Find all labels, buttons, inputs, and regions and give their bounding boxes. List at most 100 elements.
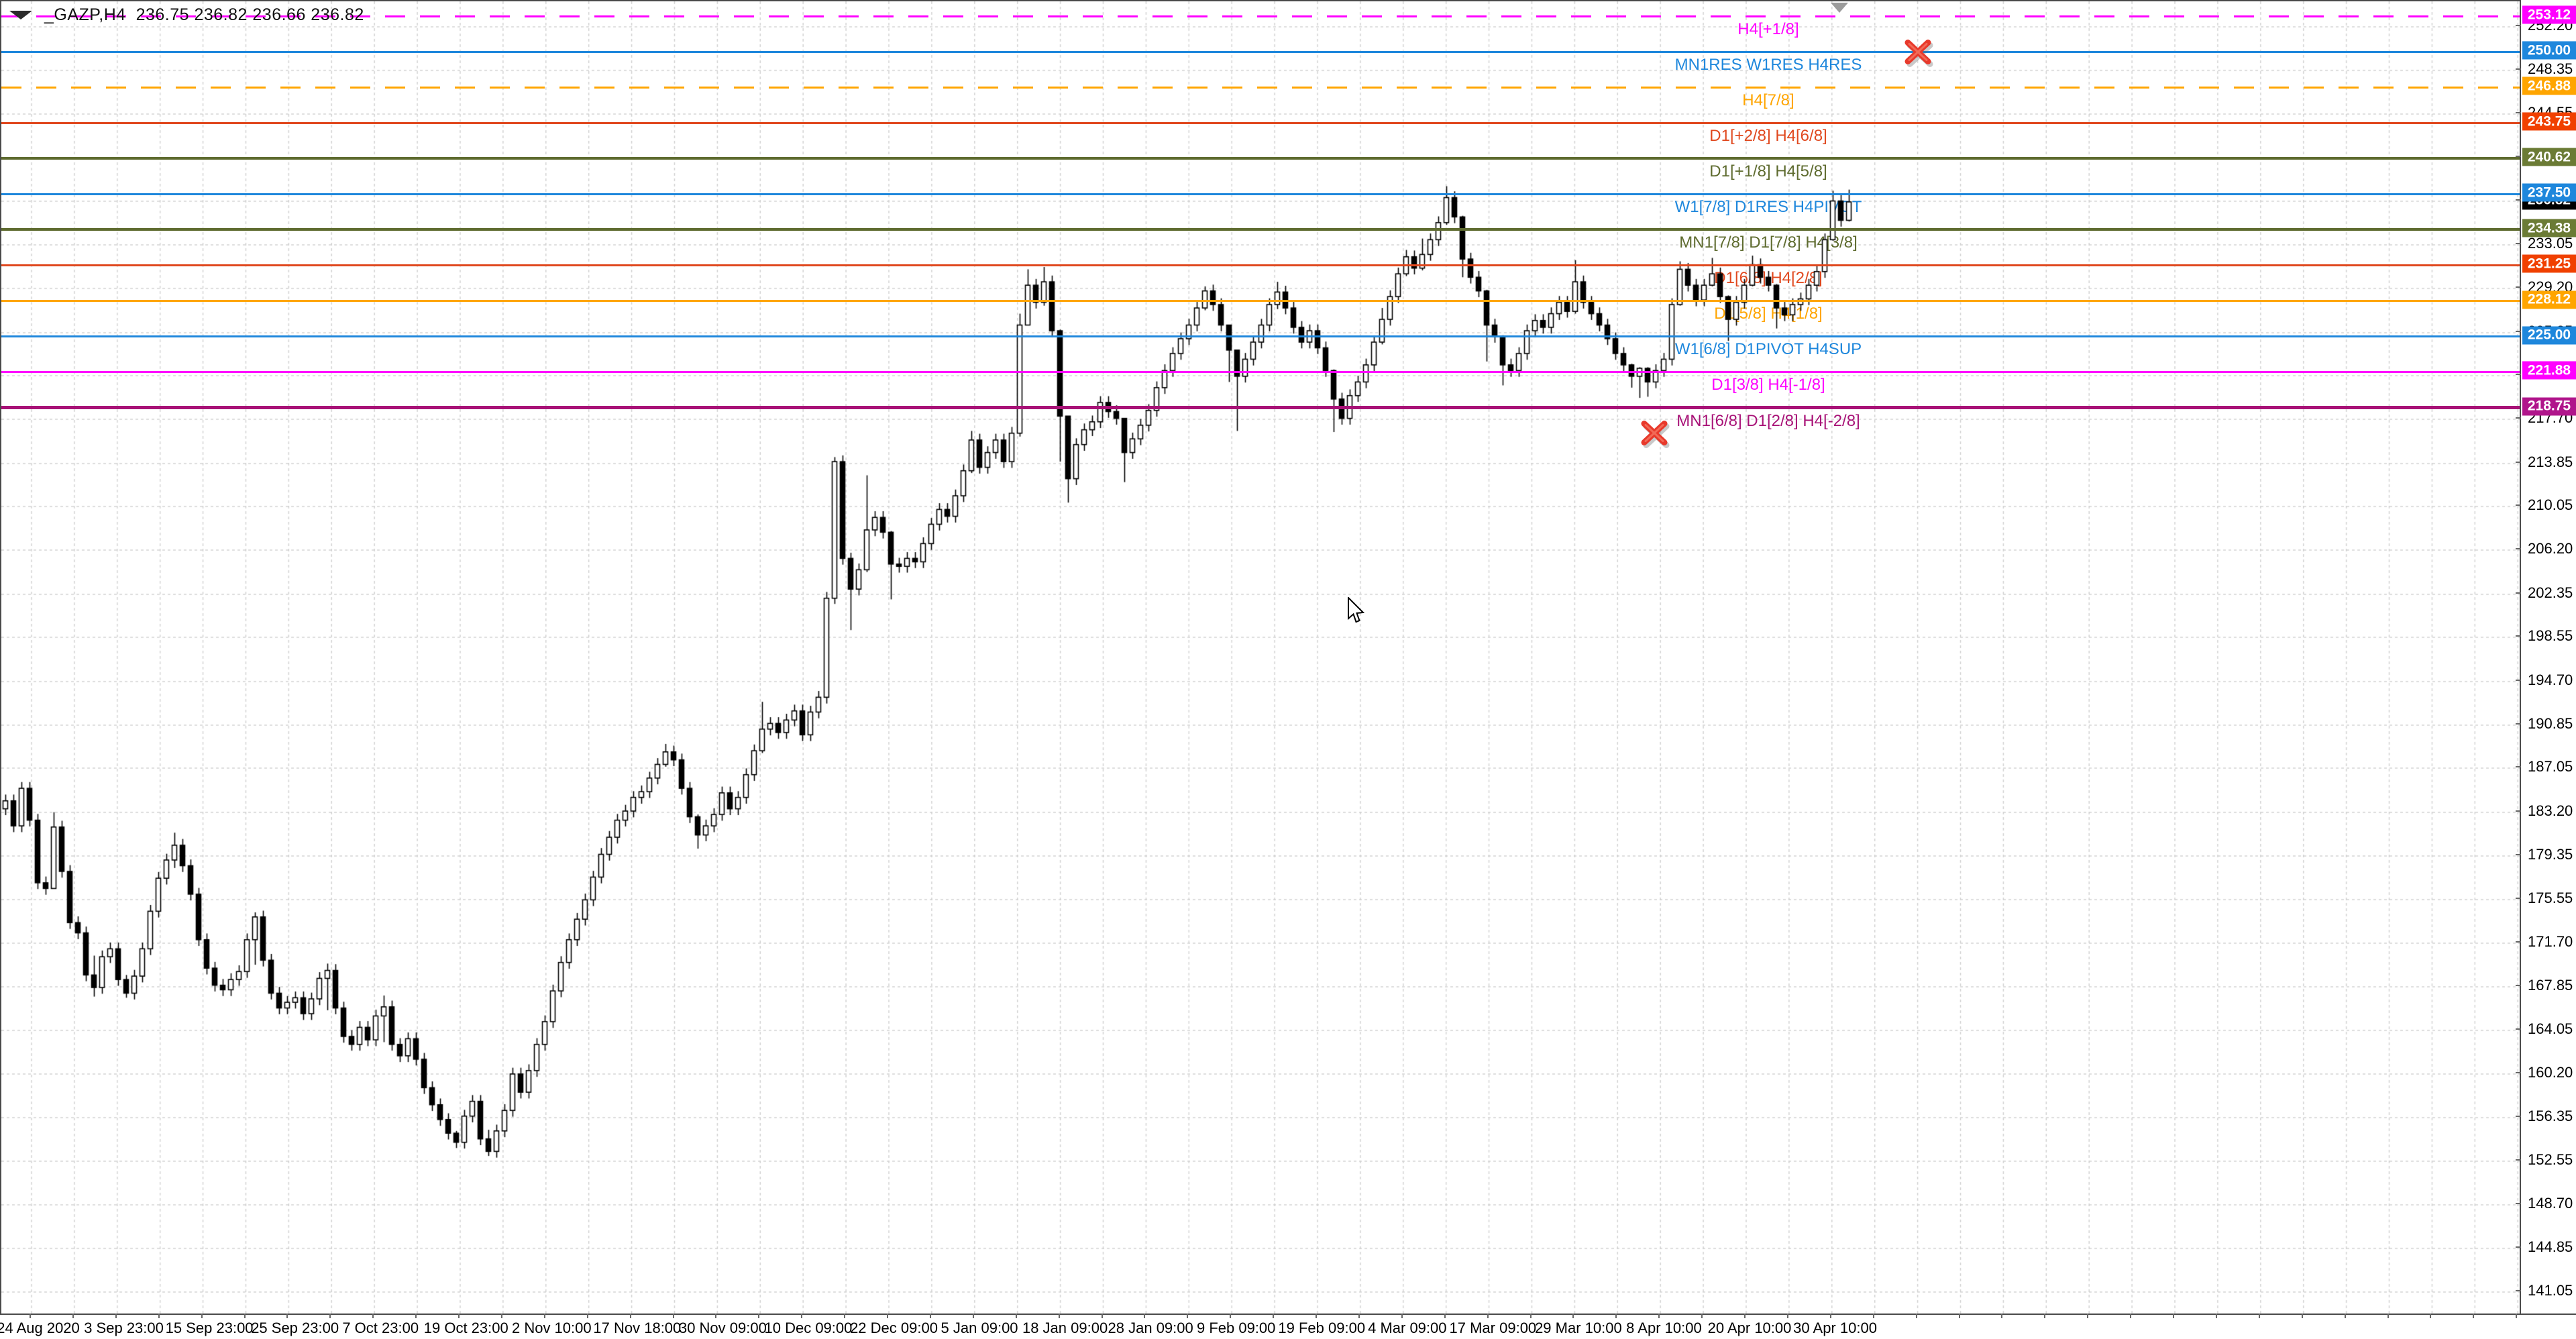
time-tickmark [2301, 1314, 2303, 1318]
time-tickmark [2430, 1314, 2432, 1318]
level-line-237.5[interactable] [1, 193, 2521, 195]
time-tickmark [1230, 1314, 1232, 1318]
time-tickmark [115, 1314, 117, 1318]
time-tick-label: 2 Nov 10:00 [511, 1320, 592, 1336]
price-tick-label: 202.35 [2528, 584, 2573, 601]
price-tick-label: 144.85 [2528, 1238, 2573, 1256]
time-tickmark [1872, 1314, 1874, 1318]
time-tickmark [329, 1314, 331, 1318]
price-tick-label: 148.70 [2528, 1195, 2573, 1212]
price-tickmark [2516, 897, 2521, 899]
level-price-badge: 234.38 [2522, 219, 2576, 237]
time-tickmark [1786, 1314, 1788, 1318]
time-tickmark [543, 1314, 545, 1318]
level-price-badge: 228.12 [2522, 290, 2576, 309]
price-tick-label: 213.85 [2528, 453, 2573, 470]
price-tickmark [2516, 766, 2521, 768]
price-tickmark [2516, 635, 2521, 637]
time-tickmark [2516, 1314, 2518, 1318]
price-tick-label: 187.05 [2528, 758, 2573, 775]
level-price-badge: 253.12 [2522, 5, 2576, 24]
time-tickmark [672, 1314, 674, 1318]
time-tickmark [2130, 1314, 2132, 1318]
time-tickmark [1829, 1314, 1831, 1318]
time-tickmark [1915, 1314, 1917, 1318]
price-tickmark [2516, 854, 2521, 856]
price-tickmark [2516, 1203, 2521, 1205]
time-tickmark [1358, 1314, 1360, 1318]
time-tick-label: 15 Sep 23:00 [165, 1320, 254, 1336]
level-line-253.12[interactable] [1, 15, 2521, 17]
time-tickmark [844, 1314, 846, 1318]
level-line-243.75[interactable] [1, 121, 2521, 124]
price-tickmark [2516, 461, 2521, 463]
price-tickmark [2516, 417, 2521, 419]
time-tickmark [629, 1314, 631, 1318]
level-line-246.88[interactable] [1, 86, 2521, 89]
time-marker-triangle-icon[interactable] [1831, 3, 1848, 13]
price-axis[interactable]: 252.20248.35244.55240.70236.90233.05229.… [2516, 0, 2576, 1314]
level-line-240.62[interactable] [1, 157, 2521, 160]
price-tickmark [2516, 1028, 2521, 1030]
price-tickmark [2516, 985, 2521, 987]
level-price-badge: 225.00 [2522, 326, 2576, 344]
time-tick-label: 4 Mar 09:00 [1368, 1320, 1447, 1336]
level-line-218.75[interactable] [1, 406, 2521, 410]
time-tickmark [1401, 1314, 1403, 1318]
price-tick-label: 198.55 [2528, 627, 2573, 645]
level-line-225[interactable] [1, 335, 2521, 337]
level-line-234.38[interactable] [1, 228, 2521, 231]
time-tick-label: 19 Feb 09:00 [1278, 1320, 1366, 1336]
time-axis[interactable]: 24 Aug 2020 3 Sep 23:00 15 Sep 23:00 25 Sep… [0, 1314, 2576, 1339]
level-line-221.88[interactable] [1, 370, 2521, 373]
time-tickmark [2473, 1314, 2475, 1318]
candlestick-canvas[interactable] [1, 1, 2521, 1315]
time-tickmark [715, 1314, 717, 1318]
price-tickmark [2516, 68, 2521, 70]
price-tickmark [2516, 25, 2521, 26]
time-tick-label: 8 Apr 10:00 [1626, 1320, 1702, 1336]
price-tick-label: 141.05 [2528, 1281, 2573, 1299]
price-tickmark [2516, 722, 2521, 725]
price-tick-label: 194.70 [2528, 671, 2573, 688]
time-tick-label: 19 Oct 23:00 [423, 1320, 508, 1336]
price-tick-label: 233.05 [2528, 234, 2573, 252]
sell-cross-marker-icon[interactable] [1635, 416, 1673, 454]
sell-cross-marker-icon[interactable] [1899, 35, 1937, 73]
time-tickmark [500, 1314, 502, 1318]
time-tick-label: 7 Oct 23:00 [342, 1320, 419, 1336]
chart-plot-area[interactable]: H4[+1/8]MN1RES W1RES H4RESH4[7/8]D1[+2/8… [0, 0, 2521, 1315]
price-tick-label: 164.05 [2528, 1020, 2573, 1037]
time-tick-label: 20 Apr 10:00 [1707, 1320, 1792, 1336]
time-tickmark [201, 1314, 203, 1318]
level-lines-layer [1, 1, 2521, 1315]
price-tickmark [2516, 504, 2521, 506]
symbol-name: _GAZP,H4 [44, 5, 126, 24]
time-tick-label: 29 Mar 10:00 [1535, 1320, 1622, 1336]
price-tickmark [2516, 242, 2521, 244]
price-tickmark [2516, 111, 2521, 113]
time-tick-label: 10 Dec 09:00 [764, 1320, 853, 1336]
time-tickmark [1444, 1314, 1446, 1318]
time-tickmark [1187, 1314, 1189, 1318]
time-tickmark [1058, 1314, 1060, 1318]
time-tick-label: 5 Jan 09:00 [941, 1320, 1018, 1336]
time-tickmark [1101, 1314, 1103, 1318]
price-tick-label: 175.55 [2528, 889, 2573, 906]
price-tick-label: 206.20 [2528, 540, 2573, 557]
symbol-dropdown-icon[interactable] [9, 11, 32, 19]
time-tick-label: 30 Nov 09:00 [678, 1320, 767, 1336]
time-tickmark [1701, 1314, 1703, 1318]
time-tickmark [1144, 1314, 1146, 1318]
time-tickmark [1615, 1314, 1617, 1318]
time-tick-label: 22 Dec 09:00 [850, 1320, 938, 1336]
time-tickmark [2344, 1314, 2346, 1318]
price-tick-label: 248.35 [2528, 60, 2573, 78]
price-tick-label: 156.35 [2528, 1108, 2573, 1125]
level-line-228.12[interactable] [1, 300, 2521, 303]
time-tickmark [2044, 1314, 2046, 1318]
level-line-231.25[interactable] [1, 264, 2521, 266]
time-tickmark [1572, 1314, 1574, 1318]
level-line-250[interactable] [1, 50, 2521, 53]
price-tick-label: 210.05 [2528, 496, 2573, 514]
